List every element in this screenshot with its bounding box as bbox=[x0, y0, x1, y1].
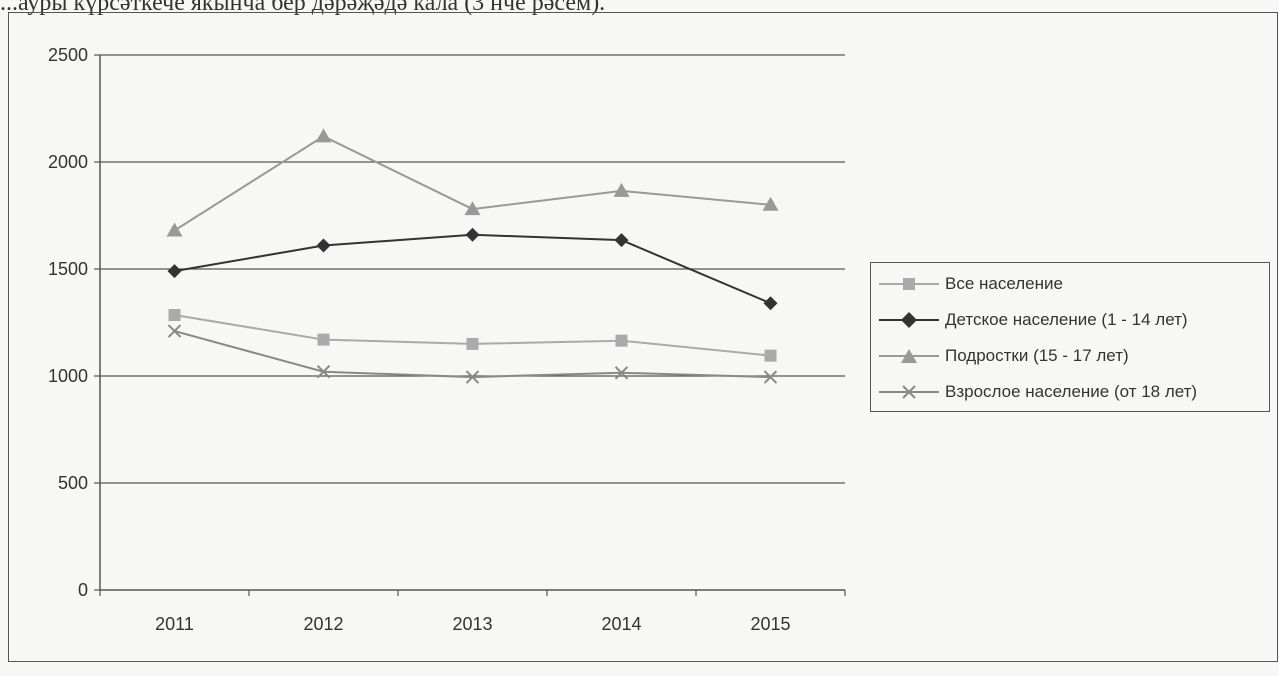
legend-label: Детское население (1 - 14 лет) bbox=[945, 310, 1188, 329]
legend-marker-triangle bbox=[879, 349, 939, 363]
data-point bbox=[465, 370, 480, 384]
data-point bbox=[167, 264, 182, 279]
series-line bbox=[173, 135, 771, 232]
data-point bbox=[763, 370, 778, 384]
data-point bbox=[316, 365, 331, 379]
data-point bbox=[614, 233, 629, 248]
x-tick-label: 2013 bbox=[452, 614, 492, 634]
data-point bbox=[166, 222, 183, 237]
legend-marker-x bbox=[879, 385, 939, 399]
data-point bbox=[764, 349, 777, 362]
y-tick-label: 500 bbox=[58, 473, 88, 493]
chart-frame bbox=[8, 12, 1278, 662]
data-point bbox=[464, 201, 481, 216]
legend-item-teens: Подростки (15 - 17 лет) bbox=[879, 341, 1129, 371]
data-point bbox=[614, 366, 629, 380]
legend-label: Подростки (15 - 17 лет) bbox=[945, 346, 1129, 365]
data-point bbox=[613, 182, 630, 197]
data-point bbox=[615, 334, 628, 347]
legend-item-all: Все население bbox=[879, 269, 1063, 299]
data-point bbox=[762, 196, 779, 211]
x-tick-label: 2015 bbox=[750, 614, 790, 634]
data-point bbox=[315, 128, 332, 143]
legend-item-children: Детское население (1 - 14 лет) bbox=[879, 305, 1188, 335]
data-point bbox=[763, 296, 778, 311]
y-tick-label: 2000 bbox=[48, 152, 88, 172]
y-tick-label: 1500 bbox=[48, 259, 88, 279]
legend-marker-square bbox=[879, 278, 939, 290]
y-tick-label: 2500 bbox=[48, 45, 88, 65]
y-tick-label: 1000 bbox=[48, 366, 88, 386]
x-tick-label: 2014 bbox=[601, 614, 641, 634]
y-tick-label: 0 bbox=[78, 580, 88, 600]
data-point bbox=[317, 333, 330, 346]
legend-item-adults: Взрослое население (от 18 лет) bbox=[879, 377, 1197, 407]
legend-marker-diamond bbox=[879, 312, 939, 328]
legend: Все население Детское население (1 - 14 … bbox=[870, 262, 1270, 412]
x-tick-label: 2011 bbox=[155, 614, 194, 634]
legend-label: Все население bbox=[945, 274, 1063, 293]
data-point bbox=[465, 227, 480, 242]
data-point bbox=[316, 238, 331, 253]
data-point bbox=[168, 309, 181, 322]
data-point bbox=[167, 324, 182, 338]
data-point bbox=[466, 337, 479, 350]
legend-label: Взрослое население (от 18 лет) bbox=[945, 382, 1198, 401]
x-tick-label: 2012 bbox=[303, 614, 343, 634]
